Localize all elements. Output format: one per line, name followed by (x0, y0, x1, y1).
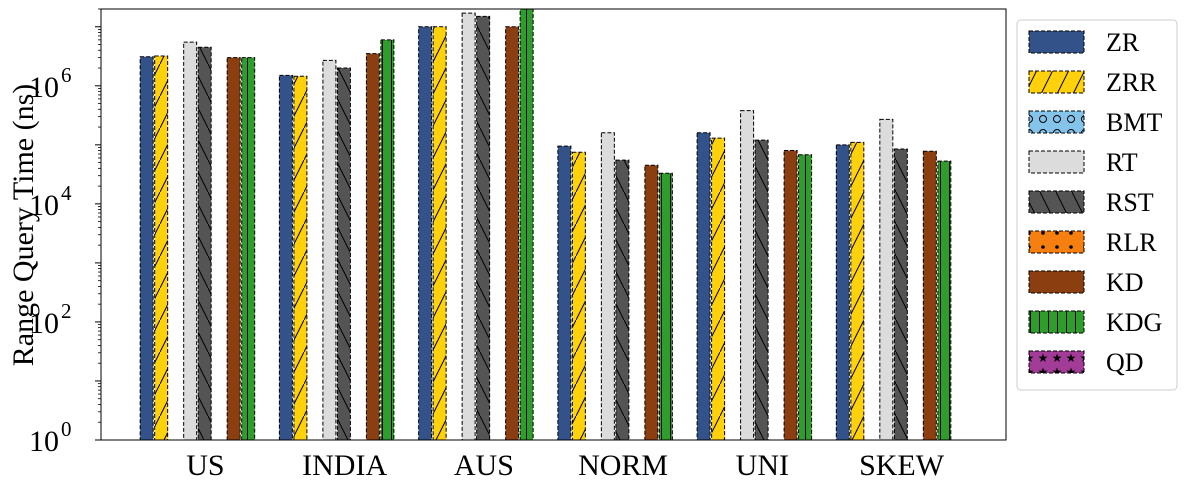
y-tick-exponent: 0 (61, 417, 72, 441)
bar-kdg-india (380, 39, 395, 441)
x-tick-label-us: US (186, 449, 224, 482)
y-tick-label: 10 (29, 189, 59, 222)
bar-rst-skew (893, 148, 908, 441)
bar-zrr-india (293, 75, 308, 441)
bar-rst-aus (476, 15, 491, 441)
bar-zrr-uni (711, 137, 726, 441)
bar-zr-us (139, 56, 154, 441)
bar-kdg-aus (519, 8, 534, 441)
bar-rt-uni (740, 110, 755, 441)
x-tick-label-skew: SKEW (859, 449, 945, 482)
x-tick-label-norm: NORM (578, 449, 668, 482)
x-tick-label-uni: UNI (736, 449, 789, 482)
legend: ZR ZRR BMT RT RST RLR KD KDG QD (1016, 19, 1178, 391)
bar-rt-india (322, 59, 337, 441)
legend-swatch-bmt (1028, 110, 1085, 134)
y-tick-label: 10 (29, 425, 59, 458)
y-axis-label: Range Query Time (ns) (7, 84, 40, 366)
legend-label-kdg: KDG (1106, 308, 1162, 337)
legend-label-rlr: RLR (1106, 228, 1157, 257)
bar-rt-aus (461, 12, 476, 441)
legend-swatch-kdg (1028, 310, 1085, 334)
bar-kd-aus (505, 26, 520, 441)
bar-zr-india (278, 74, 293, 441)
legend-label-qd: QD (1106, 348, 1144, 377)
bar-rt-us (183, 41, 198, 441)
bar-rst-india (336, 67, 351, 441)
bar-kd-india (365, 53, 380, 441)
y-tick-exponent: 4 (61, 181, 72, 205)
legend-label-zr: ZR (1106, 28, 1140, 57)
bar-kd-uni (783, 150, 798, 441)
bar-rst-norm (615, 159, 630, 441)
y-tick-label: 10 (29, 71, 59, 104)
bar-rst-us (197, 46, 212, 441)
legend-label-zrr: ZRR (1106, 68, 1157, 97)
legend-swatch-zrr (1028, 70, 1085, 94)
bar-kdg-skew (937, 160, 952, 441)
bars-layer (139, 8, 952, 441)
legend-label-rst: RST (1106, 188, 1154, 217)
x-tick-label-india: INDIA (302, 449, 387, 482)
y-tick-exponent: 6 (61, 63, 72, 87)
y-tick-exponent: 2 (61, 299, 72, 323)
bar-rst-uni (754, 139, 769, 441)
bar-zrr-aus (432, 26, 447, 441)
bar-rt-norm (600, 132, 615, 441)
legend-label-rt: RT (1106, 148, 1138, 177)
bar-kd-us (226, 57, 241, 441)
y-tick-label: 10 (29, 307, 59, 340)
bar-kd-norm (644, 164, 659, 441)
bar-kdg-norm (658, 172, 673, 441)
bar-kdg-us (241, 57, 256, 441)
legend-swatch-rlr (1028, 230, 1085, 254)
bar-zrr-norm (571, 151, 586, 441)
bar-kd-skew (922, 150, 937, 441)
legend-swatch-rst (1028, 190, 1085, 214)
bar-zr-skew (835, 144, 850, 441)
bar-zr-aus (418, 26, 433, 441)
bar-zrr-skew (850, 141, 865, 441)
bar-rt-skew (879, 118, 894, 441)
bar-zrr-us (154, 55, 169, 441)
legend-swatch-kd (1028, 270, 1085, 294)
legend-swatch-rt (1028, 150, 1085, 174)
legend-label-bmt: BMT (1106, 108, 1162, 137)
legend-label-kd: KD (1106, 268, 1144, 297)
x-tick-label-aus: AUS (454, 449, 514, 482)
legend-swatch-zr (1028, 30, 1085, 54)
bar-zr-uni (696, 132, 711, 441)
plot-frame (100, 8, 1007, 441)
bar-kdg-uni (798, 154, 813, 441)
bar-zr-norm (557, 145, 572, 441)
x-axis: US INDIA AUS NORM UNI SKEW (186, 449, 945, 482)
legend-swatch-qd (1028, 350, 1085, 374)
